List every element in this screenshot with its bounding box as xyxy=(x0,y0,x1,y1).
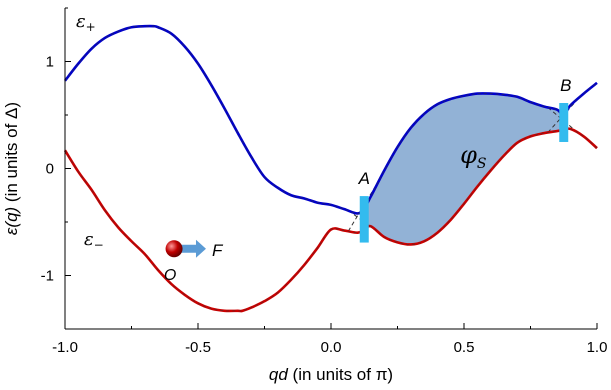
x-axis-label-units: (in units of π) xyxy=(288,365,393,384)
force-arrow xyxy=(180,239,206,258)
axes-layer xyxy=(64,7,598,330)
y-tick-label: -1 xyxy=(41,268,54,285)
x-axis-label: qd (in units of π) xyxy=(269,365,393,384)
crossing-label-a: A xyxy=(358,169,370,188)
x-tick-label: -0.5 xyxy=(185,339,211,356)
y-axis-label-units: (in units of Δ) xyxy=(2,102,21,207)
crossing-bar-b xyxy=(559,103,569,142)
phase-area-phi-s xyxy=(364,93,564,245)
x-tick-label: 1.0 xyxy=(587,339,608,356)
upper-band-label-main: ε xyxy=(76,11,86,32)
crossing-label-b: B xyxy=(560,76,571,95)
particle-label: O xyxy=(164,267,176,284)
lower-band-label: ε− xyxy=(84,229,104,252)
crossing-bars-layer xyxy=(359,103,569,243)
y-axis-label: ε(q) (in units of Δ) xyxy=(2,102,21,235)
phase-label-sub: S xyxy=(477,156,487,172)
lower-band-curve xyxy=(63,127,598,313)
tick-labels-layer: -1.0 -0.5 0.0 0.5 1.0 -1 0 1 xyxy=(41,54,608,357)
upper-band-dashed-overlay xyxy=(64,25,598,214)
y-axis-label-symbol: ε(q) xyxy=(2,207,21,235)
upper-band-label: ε+ xyxy=(76,11,96,34)
lower-band-label-sub: − xyxy=(94,238,104,252)
phase-label: φS xyxy=(460,141,486,172)
annotation-layer: qd (in units of π)ε(q) (in units of Δ)ε+… xyxy=(2,11,571,384)
force-label: F xyxy=(212,241,224,260)
shaded-region-layer xyxy=(364,93,564,245)
particle-ball xyxy=(165,240,183,258)
y-tick-label: 1 xyxy=(46,54,54,71)
y-tick-label: 0 xyxy=(46,161,54,178)
band-curves-layer xyxy=(63,24,598,313)
crossing-bar-a xyxy=(359,196,369,243)
x-axis-label-symbol: qd xyxy=(269,365,288,384)
x-tick-label: 0.0 xyxy=(321,339,342,356)
x-tick-label: 0.5 xyxy=(454,339,475,356)
phase-label-main: φ xyxy=(460,141,477,169)
lower-band-dashed-overlay xyxy=(64,128,598,312)
x-tick-label: -1.0 xyxy=(52,339,78,356)
lower-band-label-main: ε xyxy=(84,229,94,250)
upper-band-label-sub: + xyxy=(86,20,96,34)
